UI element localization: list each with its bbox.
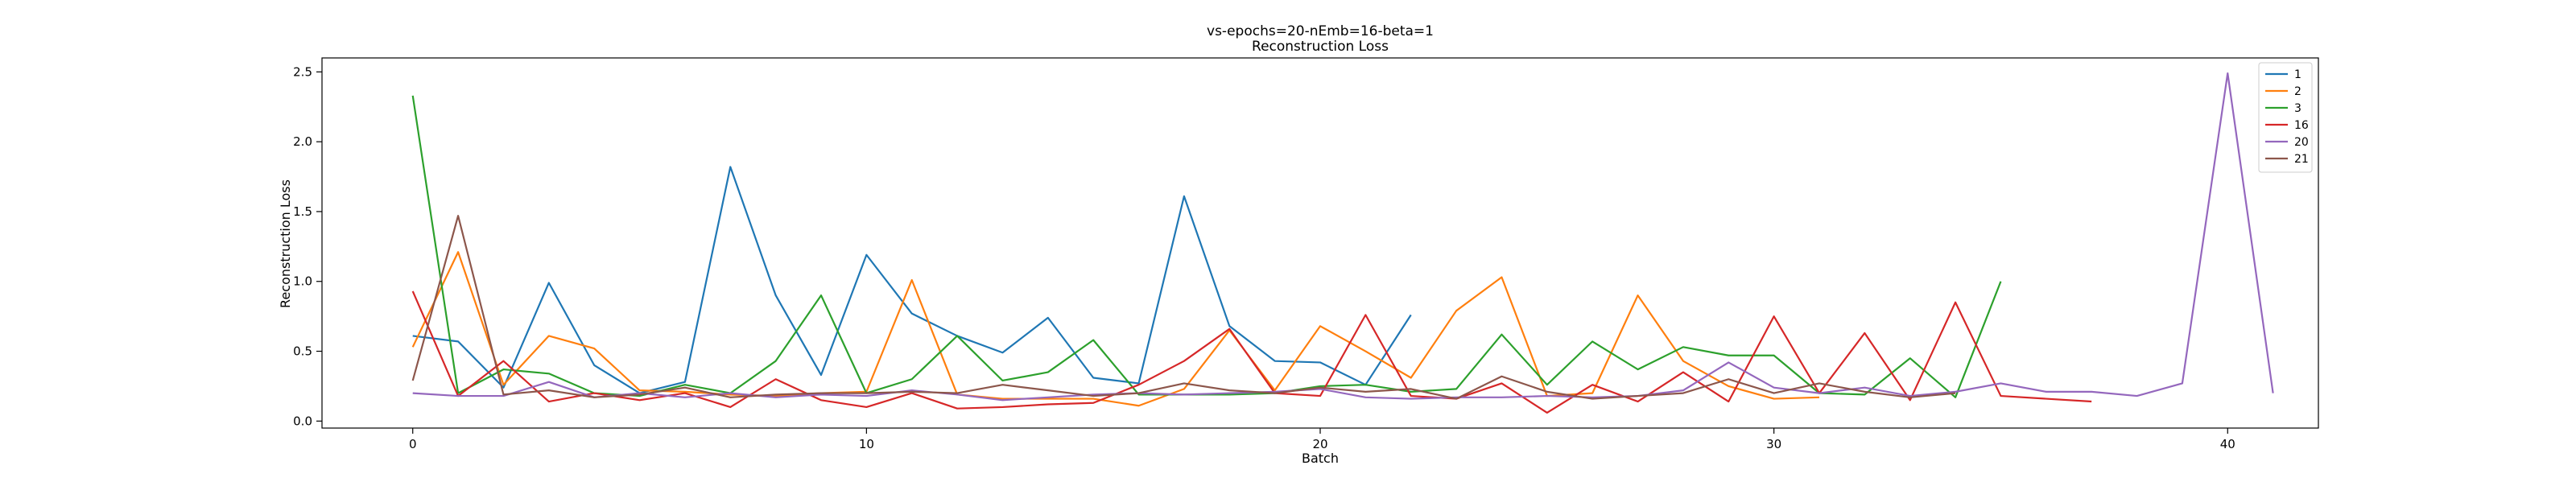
legend-label-16: 16 [2294, 119, 2309, 132]
y-tick-label: 2.5 [293, 64, 312, 79]
legend-label-21: 21 [2294, 153, 2309, 166]
series-line-21 [411, 215, 1956, 400]
y-tick-label: 0.5 [293, 344, 312, 359]
legend-label-3: 3 [2294, 102, 2301, 115]
x-axis-label: Batch [1302, 451, 1339, 466]
legend-label-2: 2 [2294, 85, 2301, 98]
x-tick-label: 10 [859, 437, 874, 451]
y-tick-label: 1.0 [293, 274, 312, 289]
x-tick-label: 40 [2220, 437, 2235, 451]
plot-area: 0 10 20 30 40 0.0 0.5 1.0 1.5 2.0 2.5 [293, 57, 2319, 451]
chart-title-line2: Reconstruction Loss [1252, 39, 1389, 55]
x-tick-label: 30 [1766, 437, 1781, 451]
legend-label-20: 20 [2294, 136, 2309, 149]
series-line-16 [411, 290, 2092, 414]
y-tick-label: 1.5 [293, 204, 312, 219]
series-line-20 [412, 72, 2274, 402]
y-tick-label: 2.0 [293, 134, 312, 149]
x-tick-label: 20 [1312, 437, 1327, 451]
series-line-2 [411, 251, 1820, 407]
series-line-1 [412, 166, 1412, 394]
y-axis-label: Reconstruction Loss [278, 179, 293, 308]
y-tick-label: 0.0 [293, 414, 312, 428]
x-tick-label: 0 [409, 437, 417, 451]
chart-title-line1: vs-epochs=20-nEmb=16-beta=1 [1207, 23, 1434, 39]
legend-label-1: 1 [2294, 68, 2301, 81]
series-line-3 [411, 95, 2002, 398]
legend: 1 2 3 16 20 21 [2258, 62, 2313, 173]
